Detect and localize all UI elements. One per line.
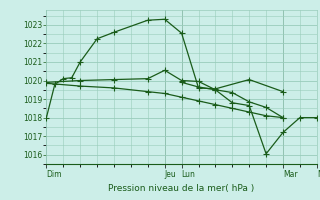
X-axis label: Pression niveau de la mer( hPa ): Pression niveau de la mer( hPa ): [108, 184, 255, 193]
